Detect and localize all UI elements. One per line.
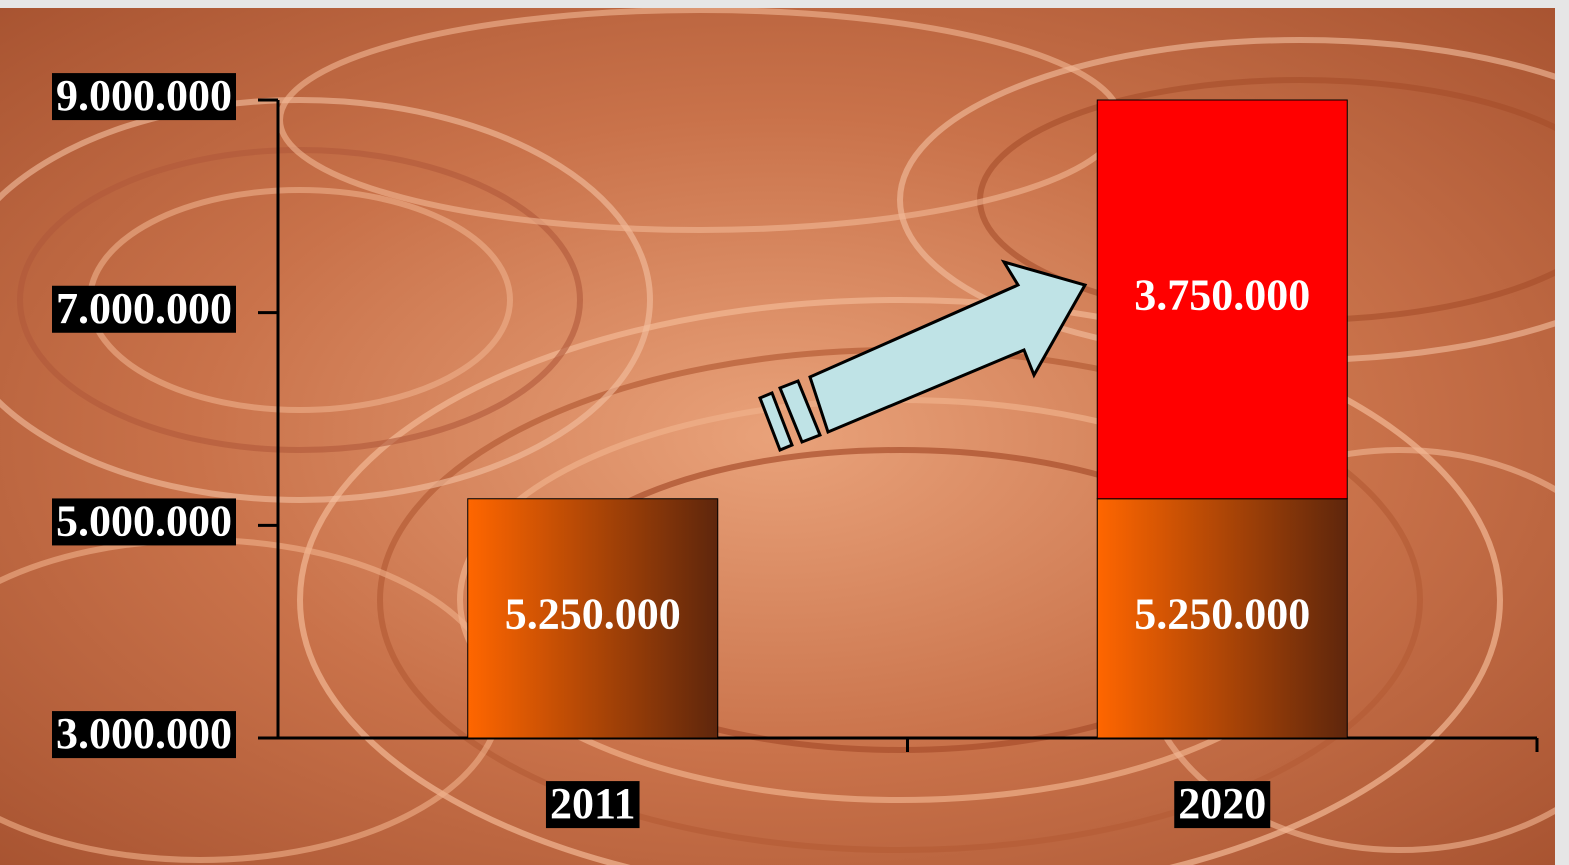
x-tick-label-box	[545, 781, 640, 829]
y-tick-label: 5.000.000	[56, 496, 232, 545]
y-tick-label-box	[52, 711, 236, 759]
value-label: 3.750.000	[1134, 270, 1310, 319]
y-tick-label-group: 3.000.000	[52, 709, 236, 759]
y-tick-label-box	[52, 498, 236, 546]
bar-segment	[467, 498, 719, 739]
y-tick-label-box	[52, 73, 236, 121]
y-tick-label-group: 9.000.000	[52, 71, 236, 121]
y-tick-label: 9.000.000	[56, 71, 232, 120]
value-label: 5.250.000	[505, 589, 681, 638]
y-tick-label-box	[52, 285, 236, 333]
value-label: 5.250.000	[1134, 589, 1310, 638]
x-tick-label-group: 2020	[1174, 779, 1271, 829]
y-tick-label-group: 7.000.000	[52, 284, 236, 333]
bar-segment	[1096, 99, 1348, 500]
trend-arrow	[758, 259, 1088, 452]
bar-segment	[1096, 498, 1348, 739]
x-tick-label-box	[1174, 781, 1271, 829]
x-tick-label-group: 2011	[545, 779, 640, 829]
y-tick-label-group: 5.000.000	[52, 496, 236, 546]
y-tick-label: 7.000.000	[56, 284, 232, 333]
x-tick-label: 2020	[1178, 779, 1266, 828]
x-tick-label: 2011	[550, 779, 636, 828]
y-tick-label: 3.000.000	[56, 709, 232, 758]
